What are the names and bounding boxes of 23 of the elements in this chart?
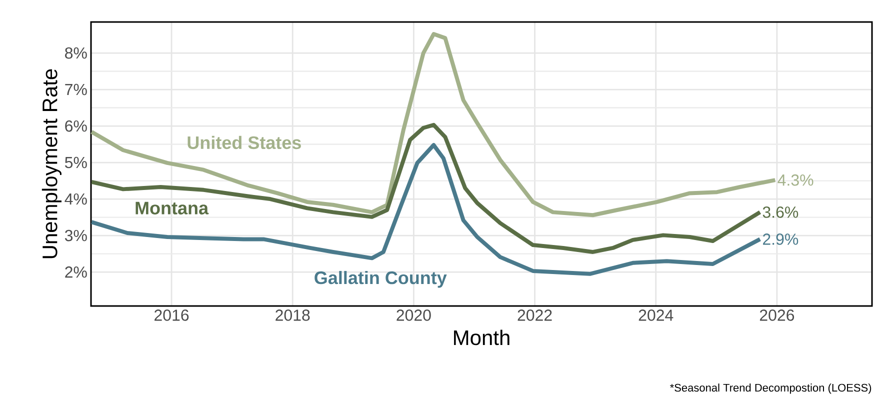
x-axis-title: Month xyxy=(454,330,510,346)
text: *Seasonal Trend Decompostion (LOESS) xyxy=(670,384,872,394)
y-axis-title: Unemployment Rate xyxy=(42,69,62,258)
series-label: Gallatin County xyxy=(314,270,447,288)
x-tick-label: 2016 xyxy=(154,310,189,321)
y-tick-label: 5% xyxy=(64,156,87,168)
x-tick-label: 2026 xyxy=(760,310,794,321)
annotation: 3.6% xyxy=(762,206,798,218)
series-label: Montana xyxy=(136,202,209,214)
annotation: 4.3% xyxy=(778,174,814,186)
y-tick-label: 3% xyxy=(64,230,87,242)
y-tick-label: 2% xyxy=(65,266,87,278)
line-series xyxy=(90,122,762,254)
y-tick-label: 6% xyxy=(65,120,87,132)
annotation: 2.9% xyxy=(763,234,798,245)
series-label: United States xyxy=(188,136,301,150)
y-tick-label: 4% xyxy=(64,193,87,205)
y-tick-label: 7% xyxy=(65,84,87,96)
y-tick-label: 8% xyxy=(65,47,87,59)
x-tick-label: 2024 xyxy=(638,310,674,321)
x-tick-label: 2020 xyxy=(396,310,431,321)
x-tick-label: 2018 xyxy=(276,310,310,321)
x-tick-label: 2022 xyxy=(518,310,552,321)
